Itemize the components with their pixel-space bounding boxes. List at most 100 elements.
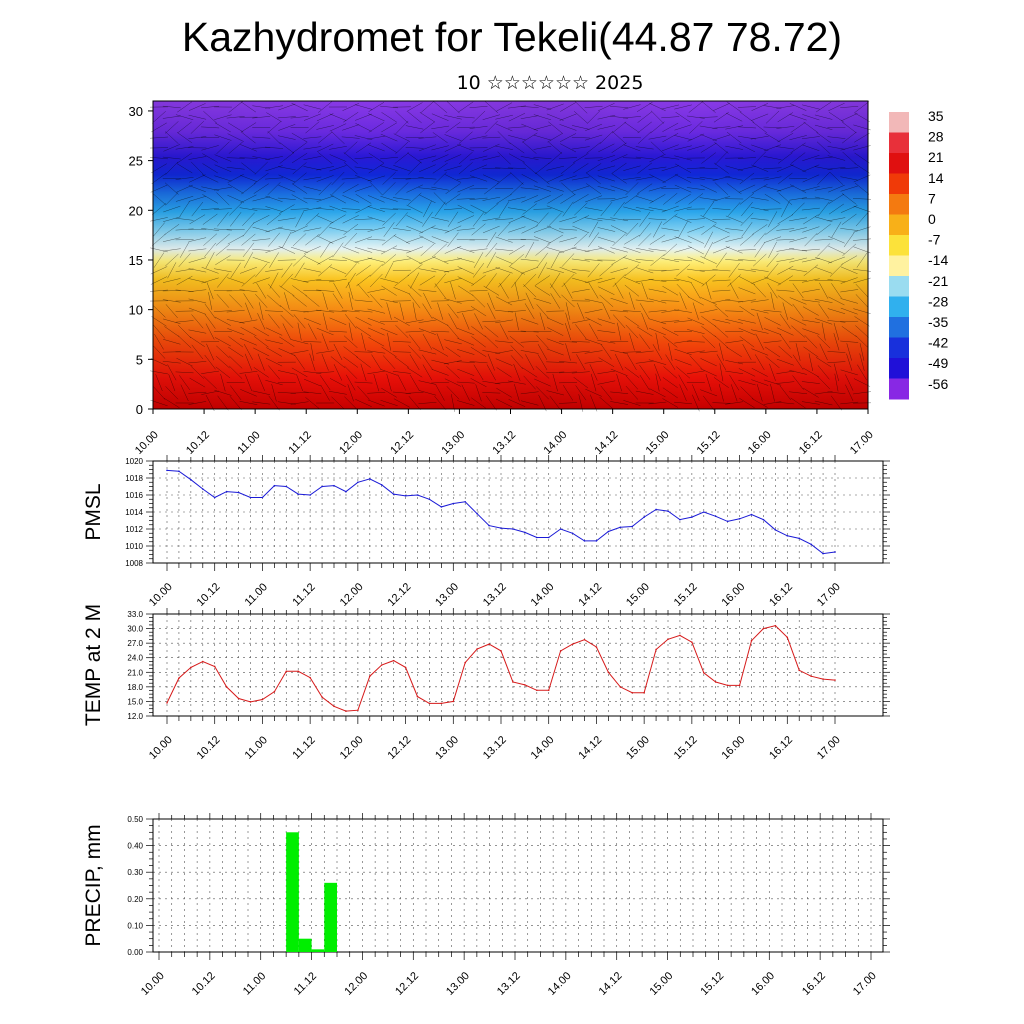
- wind-barb: [802, 174, 820, 183]
- wind-barb: [701, 152, 716, 164]
- wind-barb: [444, 298, 462, 304]
- wind-barb: [239, 207, 258, 211]
- wind-barb: [572, 225, 590, 234]
- wind-barb: [704, 241, 714, 258]
- wind-barb: [753, 232, 766, 247]
- wind-barb: [728, 202, 741, 216]
- wind-barb: [432, 162, 448, 174]
- wind-barb: [610, 247, 628, 253]
- wind-barb: [482, 320, 501, 323]
- wind-barb: [714, 304, 729, 318]
- wind-barb: [304, 255, 321, 265]
- wind-barb: [241, 131, 256, 144]
- wind-barb: [392, 227, 411, 232]
- temp-data-point: [714, 681, 717, 683]
- wind-barb: [164, 121, 179, 134]
- wind-barb: [496, 388, 512, 398]
- wind-barb: [265, 177, 284, 180]
- wind-barb: [827, 391, 846, 395]
- wind-barb: [456, 299, 475, 303]
- wind-barb: [614, 353, 624, 371]
- wind-barb: [662, 387, 678, 399]
- wind-barb: [265, 339, 283, 345]
- wind-barb: [292, 172, 307, 185]
- wind-barb: [497, 273, 511, 288]
- wind-barb: [220, 373, 226, 392]
- wind-barb: [624, 315, 640, 327]
- wind-barb: [649, 102, 666, 112]
- wind-barb: [329, 236, 347, 244]
- x-tick-label: 12.12: [385, 581, 413, 609]
- wind-barb: [546, 225, 564, 234]
- wind-barb: [801, 319, 820, 324]
- wind-barb: [495, 218, 514, 221]
- wind-barb: [316, 327, 334, 336]
- wind-barb: [290, 392, 309, 394]
- wind-barb: [737, 249, 756, 251]
- wind-barb: [361, 332, 366, 351]
- wind-barb: [214, 268, 232, 273]
- wind-barb: [752, 121, 768, 134]
- wind-barb: [343, 152, 358, 164]
- heatmap-y-tick-label: 5: [136, 352, 143, 367]
- wind-barb: [367, 135, 386, 140]
- wind-barb: [814, 216, 833, 223]
- wind-barb: [278, 124, 296, 131]
- wind-barb: [303, 113, 321, 121]
- wind-barb: [239, 157, 258, 159]
- wind-barb: [331, 171, 345, 186]
- wind-barb: [469, 135, 488, 140]
- wind-barb: [418, 380, 437, 385]
- wind-barb: [418, 144, 436, 152]
- wind-barb: [725, 310, 744, 312]
- wind-barb: [624, 366, 640, 378]
- wind-barb: [725, 319, 743, 324]
- wind-barb: [610, 349, 629, 355]
- wind-barb: [674, 348, 692, 356]
- wind-barb: [674, 174, 692, 183]
- wind-barb: [623, 144, 641, 152]
- wind-barb: [316, 166, 335, 171]
- wind-barb: [305, 213, 320, 226]
- x-tick-label: 13.12: [495, 970, 523, 998]
- wind-barb: [635, 207, 654, 212]
- wind-barb: [290, 246, 309, 253]
- wind-barb: [560, 102, 576, 112]
- wind-barb: [564, 322, 572, 341]
- wind-barb: [764, 193, 781, 204]
- wind-barb: [763, 167, 782, 169]
- x-tick-label: 17.00: [851, 970, 879, 998]
- wind-barb: [622, 157, 641, 159]
- wind-barb: [204, 354, 216, 370]
- wind-barb: [854, 163, 870, 174]
- wind-barb: [343, 335, 358, 348]
- wind-barb: [508, 113, 526, 122]
- wind-barb: [277, 370, 296, 375]
- wind-barb: [521, 132, 538, 143]
- x-tick-label: 16.00: [719, 734, 747, 762]
- wind-barb: [599, 294, 614, 308]
- wind-barb: [422, 333, 433, 350]
- wind-barb: [329, 278, 347, 283]
- wind-barb: [456, 381, 475, 384]
- wind-barb: [354, 247, 373, 253]
- wind-barb: [623, 276, 641, 285]
- wind-barb: [533, 226, 551, 233]
- wind-barb: [712, 269, 731, 272]
- wind-barb: [614, 282, 624, 299]
- wind-barb: [204, 242, 217, 257]
- wind-barb: [217, 395, 229, 411]
- wind-barb: [278, 103, 296, 111]
- wind-barb: [841, 121, 857, 134]
- wind-barb: [741, 222, 753, 237]
- wind-barb: [699, 116, 718, 118]
- wind-barb: [584, 309, 603, 314]
- wind-barb: [150, 266, 168, 275]
- wind-barb: [167, 364, 177, 381]
- wind-barb: [737, 259, 756, 262]
- wind-barb: [227, 122, 244, 133]
- wind-barb: [176, 357, 193, 367]
- wind-barb: [456, 126, 475, 128]
- wind-barb: [738, 184, 756, 193]
- heatmap-x-tick-label: 11.12: [286, 429, 313, 456]
